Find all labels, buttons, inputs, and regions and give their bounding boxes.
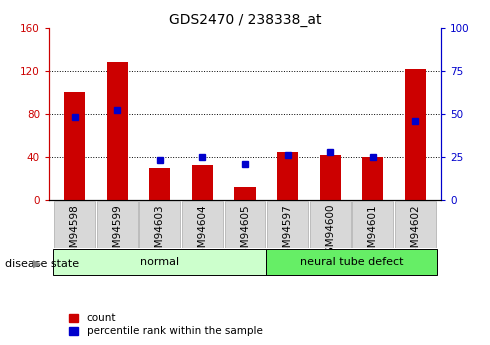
Bar [53,249,266,275]
FancyBboxPatch shape [97,201,138,248]
FancyBboxPatch shape [395,201,436,248]
FancyBboxPatch shape [352,201,393,248]
FancyBboxPatch shape [310,201,351,248]
Title: GDS2470 / 238338_at: GDS2470 / 238338_at [169,12,321,27]
Bar [64,92,85,200]
Bar [149,168,171,200]
Bar [362,157,384,200]
Text: GSM94605: GSM94605 [240,204,250,260]
FancyBboxPatch shape [224,201,266,248]
Text: GSM94601: GSM94601 [368,204,378,260]
Text: GSM94599: GSM94599 [112,204,122,261]
Text: normal: normal [140,257,179,267]
Bar [234,187,256,200]
Bar [266,249,437,275]
Text: GSM94600: GSM94600 [325,204,335,260]
Text: GSM94597: GSM94597 [283,204,293,261]
FancyBboxPatch shape [182,201,223,248]
Text: GSM94598: GSM94598 [70,204,79,261]
Text: disease state: disease state [5,259,79,269]
Text: GSM94603: GSM94603 [155,204,165,260]
Bar [405,69,426,200]
FancyBboxPatch shape [139,201,180,248]
FancyBboxPatch shape [54,201,95,248]
Text: GSM94602: GSM94602 [411,204,420,260]
Legend: count, percentile rank within the sample: count, percentile rank within the sample [69,313,263,336]
Bar [192,165,213,200]
Text: ▶: ▶ [33,259,42,269]
Bar [277,151,298,200]
Bar [319,155,341,200]
Text: GSM94604: GSM94604 [197,204,207,260]
Text: neural tube defect: neural tube defect [300,257,403,267]
Bar [106,62,128,200]
FancyBboxPatch shape [267,201,308,248]
